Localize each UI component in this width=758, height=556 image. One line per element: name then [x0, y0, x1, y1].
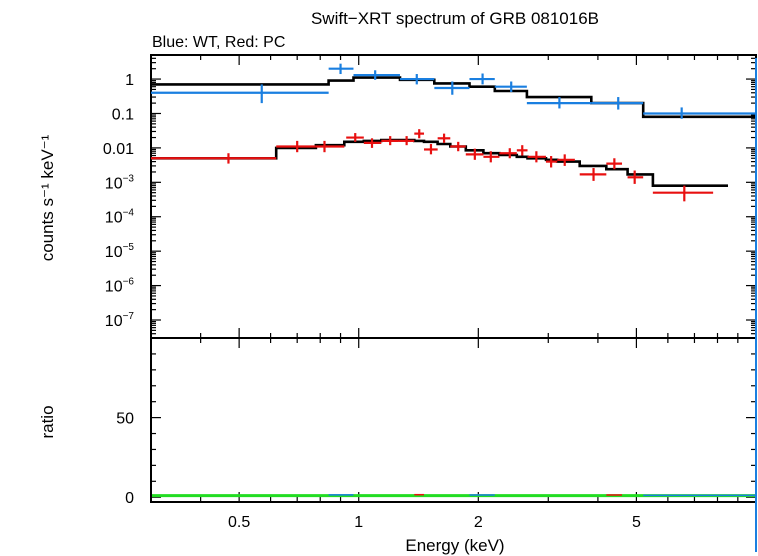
chart-subtitle: Blue: WT, Red: PC [152, 34, 285, 51]
top-y-axis-label: counts s⁻¹ keV⁻¹ [38, 134, 57, 261]
y-tick-label: 10−5 [105, 242, 135, 261]
bottom-panel-ticks [150, 338, 757, 502]
y-tick-label: 10−3 [105, 173, 135, 192]
x-tick-label: 2 [474, 514, 483, 531]
chart-title: Swift−XRT spectrum of GRB 081016B [311, 9, 599, 28]
top-panel-ticks [150, 54, 757, 339]
y-tick-label: 10−4 [105, 208, 135, 227]
top-panel-frame [150, 54, 757, 339]
x-axis-label: Energy (keV) [405, 536, 504, 555]
model-step-curve [151, 138, 728, 187]
y-tick-label: 10−6 [105, 277, 135, 296]
y-tick-label: 50 [116, 411, 134, 428]
spectrum-data-points [151, 63, 756, 202]
x-tick-label: 5 [632, 514, 641, 531]
y-tick-label: 10−7 [105, 311, 135, 330]
y-tick-label: 0.1 [112, 106, 134, 123]
bottom-y-tick-labels: 0 50 [116, 411, 134, 508]
y-tick-label: 1 [125, 72, 134, 89]
y-tick-label: 0 [125, 490, 134, 507]
bottom-panel-frame [150, 337, 757, 503]
x-tick-label: 1 [354, 514, 363, 531]
x-tick-label: 0.5 [228, 514, 250, 531]
bottom-y-axis-label: ratio [38, 405, 57, 438]
model-step-curve [151, 76, 756, 119]
top-y-tick-labels: 1 0.1 0.01 10−3 10−4 10−5 10−6 10−7 [103, 72, 135, 330]
x-tick-labels: 0.5 1 2 5 [228, 514, 641, 531]
ratio-data-points [328, 58, 757, 552]
y-tick-label: 0.01 [103, 141, 134, 158]
